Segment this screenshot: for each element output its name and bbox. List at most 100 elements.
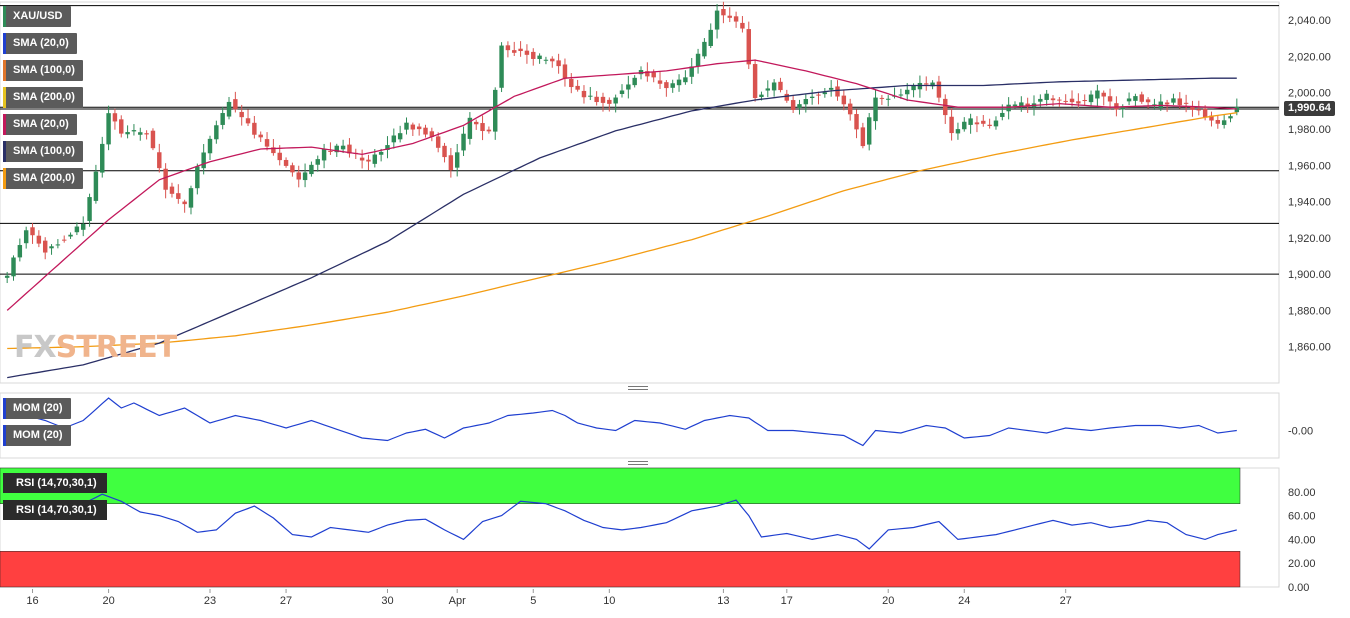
- candle-body: [714, 10, 720, 30]
- candle-body: [125, 132, 130, 135]
- candle-body: [87, 197, 92, 221]
- x-tick-label: 27: [1060, 595, 1072, 607]
- candle-body: [195, 166, 200, 189]
- candle-body: [1063, 100, 1068, 102]
- candle-body: [245, 118, 251, 124]
- legend-item[interactable]: SMA (200,0): [3, 87, 83, 108]
- candle-body: [822, 92, 828, 95]
- candle-body: [404, 122, 409, 130]
- candle-body: [1044, 93, 1049, 100]
- candle-body: [1139, 94, 1144, 102]
- candle-body: [518, 48, 523, 52]
- candle-body: [670, 83, 675, 88]
- candle-body: [1190, 105, 1195, 110]
- x-tick-label: 20: [882, 595, 894, 607]
- legend-swatch: [3, 168, 6, 189]
- x-tick-label: 27: [280, 595, 292, 607]
- candle-body: [214, 125, 219, 140]
- candle-body: [1101, 92, 1106, 97]
- candle-body: [163, 168, 168, 190]
- candle-body: [594, 96, 599, 103]
- candle-body: [49, 246, 54, 249]
- candle-body: [340, 145, 346, 150]
- legend-swatch: [3, 33, 6, 54]
- candle-body: [220, 113, 225, 125]
- last-price-text: 1,990.64: [1288, 102, 1331, 114]
- price-tick-label: 1,960.00: [1288, 160, 1331, 172]
- candle-body: [473, 121, 479, 125]
- legend-item-label: SMA (200,0): [13, 91, 75, 103]
- legend-item[interactable]: SMA (200,0): [3, 168, 83, 189]
- candle-body: [765, 88, 771, 91]
- candle-body: [968, 118, 973, 125]
- legend-item[interactable]: SMA (100,0): [3, 141, 83, 162]
- legend-swatch: [3, 141, 6, 162]
- momentum-legend-swatch: [3, 425, 6, 446]
- candle-body: [359, 157, 365, 161]
- candle-body: [1025, 103, 1030, 107]
- candle-body: [150, 130, 156, 149]
- candle-body: [1221, 120, 1227, 125]
- legend-item[interactable]: SMA (100,0): [3, 60, 83, 81]
- candle-body: [993, 120, 999, 127]
- candle-body: [721, 9, 726, 16]
- candle-body: [588, 95, 593, 97]
- candle-body: [575, 85, 580, 90]
- candle-body: [226, 101, 232, 117]
- x-tick-label: 17: [781, 595, 793, 607]
- candle-body: [131, 130, 137, 132]
- candle-body: [816, 94, 821, 96]
- price-tick-label: 1,900.00: [1288, 269, 1331, 281]
- price-tick-label: 1,880.00: [1288, 305, 1331, 317]
- candle-body: [182, 201, 187, 205]
- momentum-line: [7, 397, 1237, 447]
- candle-body: [1069, 98, 1075, 103]
- momentum-legend-item[interactable]: MOM (20): [3, 398, 71, 419]
- momentum-legend-swatch: [3, 398, 6, 419]
- price-tick-label: 1,940.00: [1288, 197, 1331, 209]
- price-tick-label: 2,040.00: [1288, 15, 1331, 27]
- candle-body: [562, 64, 568, 79]
- candle-body: [264, 139, 270, 147]
- candle-body: [962, 121, 967, 130]
- legend-item[interactable]: SMA (20,0): [3, 114, 77, 135]
- candle-body: [1164, 102, 1170, 105]
- candle-body: [784, 93, 790, 101]
- rsi-tick-label: 60.00: [1288, 511, 1316, 523]
- price-tick-label: 2,020.00: [1288, 51, 1331, 63]
- candle-body: [442, 145, 447, 158]
- candle-body: [347, 144, 352, 154]
- candle-body: [176, 193, 181, 199]
- rsi-legend-item[interactable]: RSI (14,70,30,1): [3, 473, 107, 493]
- candle-body: [778, 81, 783, 91]
- price-tick-label: 1,980.00: [1288, 124, 1331, 136]
- candle-body: [138, 132, 143, 135]
- candle-body: [1202, 108, 1208, 118]
- x-tick-label: 5: [530, 595, 536, 607]
- candle-body: [100, 143, 105, 173]
- candle-body: [619, 90, 625, 95]
- candle-body: [1076, 101, 1081, 104]
- candle-body: [283, 159, 289, 166]
- legend-item[interactable]: SMA (20,0): [3, 33, 77, 54]
- rsi-legend-item[interactable]: RSI (14,70,30,1): [3, 500, 107, 520]
- candle-body: [873, 97, 878, 122]
- candle-body: [93, 171, 99, 201]
- candle-body: [866, 117, 872, 145]
- candle-body: [657, 80, 663, 84]
- candle-body: [987, 124, 992, 127]
- rsi-line: [7, 493, 1237, 550]
- candle-body: [854, 114, 859, 130]
- candle-body: [144, 133, 149, 135]
- candle-body: [157, 152, 162, 169]
- candle-body: [448, 155, 454, 171]
- candle-body: [695, 53, 701, 67]
- candle-body: [847, 103, 853, 115]
- candle-body: [302, 172, 308, 181]
- symbol-label[interactable]: XAU/USD: [3, 6, 71, 27]
- candle-body: [36, 235, 42, 244]
- candle-body: [17, 245, 23, 258]
- candle-body: [581, 90, 587, 98]
- momentum-legend-item[interactable]: MOM (20): [3, 425, 71, 446]
